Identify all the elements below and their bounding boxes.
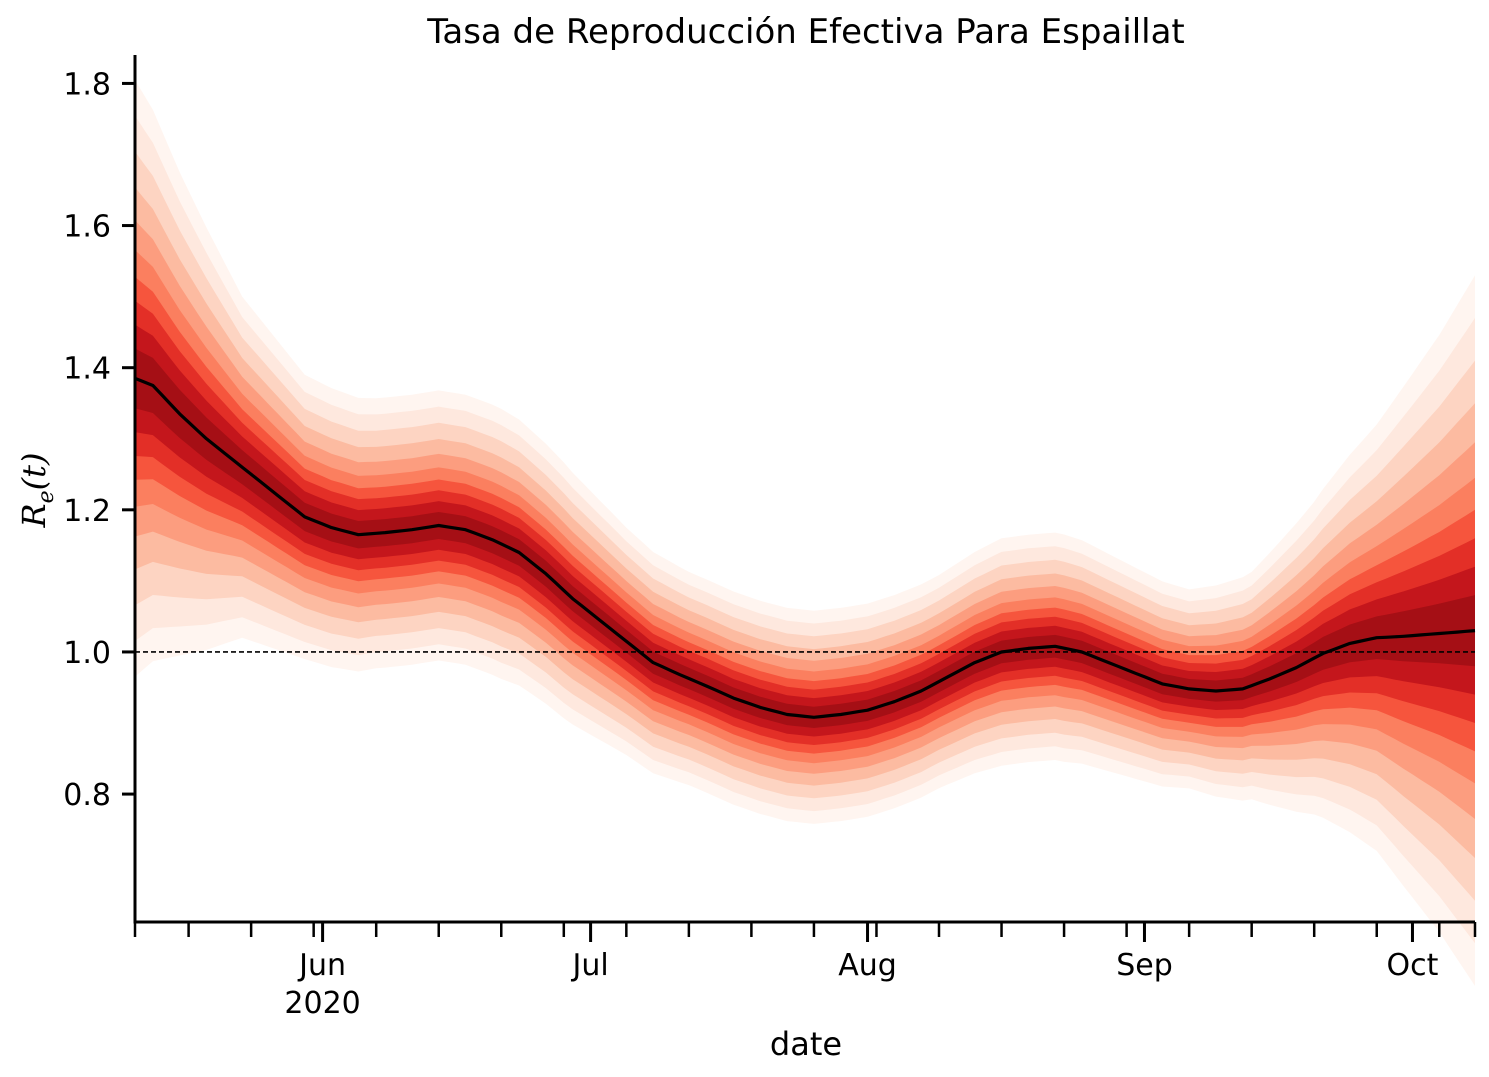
y-ticks: 0.8 1.0 1.2 1.4 1.6 1.8 xyxy=(63,67,135,813)
x-tick-label: Oct xyxy=(1387,948,1439,983)
y-tick-label: 1.6 xyxy=(63,210,111,245)
x-tick-label: Aug xyxy=(838,948,897,983)
y-tick-label: 1.4 xyxy=(63,352,111,387)
x-axis-label: date xyxy=(770,1025,842,1063)
y-tick-label: 0.8 xyxy=(63,778,111,813)
y-axis-label: Re(t) xyxy=(15,453,59,529)
chart-title: Tasa de Reproducción Efectiva Para Espai… xyxy=(426,12,1185,52)
x-tick-label: Jul xyxy=(570,948,608,983)
x-tick-label: Jun xyxy=(297,948,346,983)
median-line xyxy=(134,376,1476,719)
band-level-10 xyxy=(135,348,1475,728)
x-tick-sublabel: 2020 xyxy=(284,986,360,1021)
y-tick-label: 1.8 xyxy=(63,67,111,102)
x-tick-label: Sep xyxy=(1116,948,1173,983)
y-tick-label: 1.2 xyxy=(63,494,111,529)
uncertainty-bands xyxy=(135,79,1475,986)
y-tick-label: 1.0 xyxy=(63,636,111,671)
